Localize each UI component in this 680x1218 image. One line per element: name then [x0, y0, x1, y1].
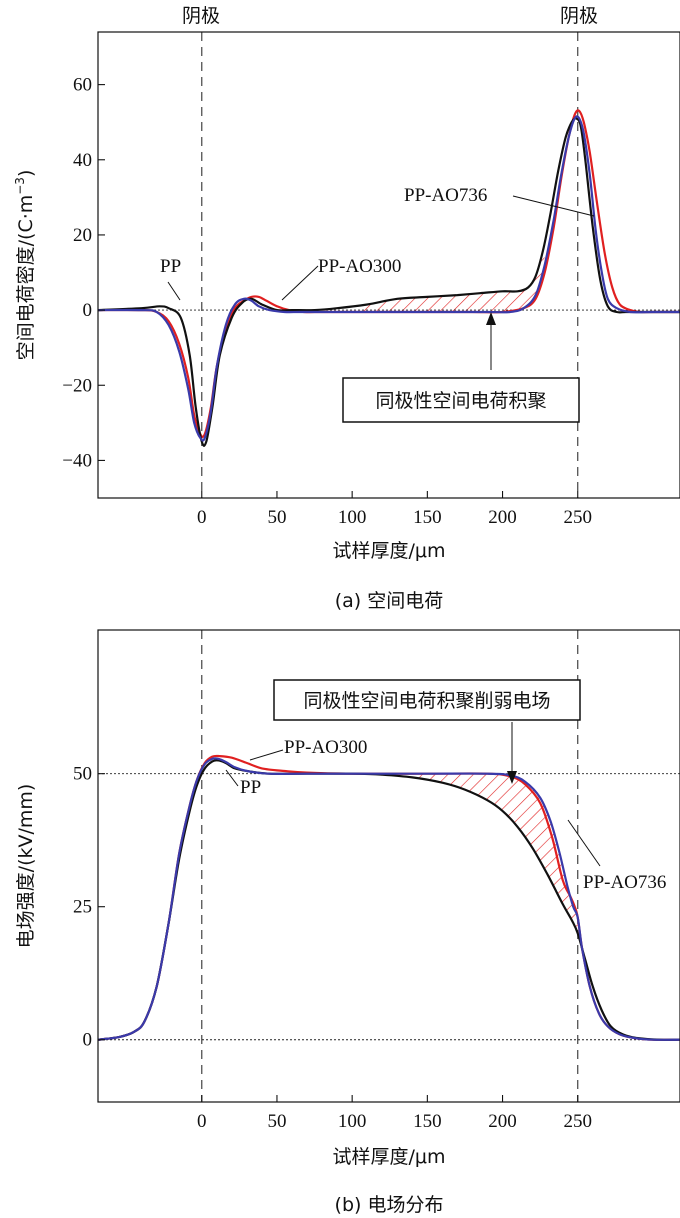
panel-a-hatch [359, 242, 545, 312]
panel-a-caption: (a) 空间电荷 [335, 590, 444, 612]
label-pp-a: PP [160, 256, 181, 277]
panel-a-series-pp [98, 117, 680, 447]
cathode-label-right: 阴极 [560, 5, 598, 27]
panel-b-hatched-region [412, 773, 578, 934]
leader-pp-a [167, 281, 181, 301]
leader-pp-ao736-b [567, 819, 601, 867]
panel-a-y-tick-label: −20 [62, 375, 92, 396]
panel-b-x-tick-label: 150 [413, 1111, 442, 1132]
panel-b-hatch [412, 773, 578, 934]
panel-b-series [98, 754, 680, 1041]
panel-b-series-pp-ao736 [98, 757, 680, 1041]
arrowhead-weaken-b [507, 771, 517, 784]
panel-a-y-tick-label: −40 [62, 450, 92, 471]
leader-pp-ao300-a [281, 265, 319, 301]
label-pp-ao736-a: PP-AO736 [404, 185, 487, 206]
leader-pp-b [225, 769, 239, 787]
label-pp-ao300-b: PP-AO300 [284, 737, 367, 758]
weaken-field-box [273, 679, 581, 721]
homocharge-box-text: 同极性空间电荷积聚 [375, 390, 546, 412]
panel-b-x-tick-label: 100 [338, 1111, 367, 1132]
panel-b-ylabel: 电场强度/(kV/mm) [15, 784, 37, 949]
arrowhead-homocharge-a [486, 312, 496, 325]
leader-pp-ao300-b [249, 749, 284, 761]
panel-b-y-tick-label: 50 [73, 764, 92, 785]
panel-a-x-tick-label: 100 [338, 507, 367, 528]
panel-a-xlabel: 试样厚度/μm [333, 540, 446, 562]
panel-b-frame [97, 629, 680, 1103]
panel-a-hatched-region [359, 242, 545, 312]
panel-b-caption: (b) 电场分布 [335, 1194, 444, 1216]
cathode-label-left: 阴极 [182, 5, 220, 27]
panel-a-ylabel-close: ) [15, 170, 37, 177]
panel-b-xlabel: 试样厚度/μm [333, 1146, 446, 1168]
panel-b-x-tick-label: 50 [267, 1111, 286, 1132]
panel-b-x-tick-label: 200 [488, 1111, 517, 1132]
panel-a-y-tick-label: 20 [73, 225, 92, 246]
panel-a-ylabel-exp: −3 [13, 177, 27, 195]
panel-a-x-tick-label: 50 [267, 507, 286, 528]
panel-a-x-tick-label: 200 [488, 507, 517, 528]
label-pp-ao300-a: PP-AO300 [318, 256, 401, 277]
panel-b-y-tick-label: 25 [73, 897, 92, 918]
panel-a-frame [97, 31, 680, 499]
leader-pp-ao736-a [512, 195, 595, 217]
panel-b-y-tick-label: 0 [83, 1030, 93, 1051]
panel-a-series-pp-ao736 [98, 115, 680, 442]
homocharge-box [342, 377, 580, 423]
panel-a-ylabel-main: 空间电荷密度/(C·m [15, 195, 37, 361]
panel-a-x-tick-label: 0 [197, 507, 207, 528]
panel-a-ylabel: 空间电荷密度/(C·m−3) [13, 170, 37, 361]
label-pp-b: PP [240, 777, 261, 798]
panel-a-y-tick-label: 60 [73, 75, 92, 96]
panel-a-x-tick-label: 250 [563, 507, 592, 528]
panel-a-y-tick-label: 40 [73, 150, 92, 171]
panel-a-y-tick-label: 0 [83, 300, 93, 321]
weaken-field-box-text: 同极性空间电荷积聚削弱电场 [303, 690, 550, 712]
panel-a-x-tick-label: 150 [413, 507, 442, 528]
panel-a-series [98, 109, 680, 447]
panel-b-x-tick-label: 250 [563, 1111, 592, 1132]
panel-b-x-tick-label: 0 [197, 1111, 207, 1132]
label-pp-ao736-b: PP-AO736 [583, 872, 666, 893]
